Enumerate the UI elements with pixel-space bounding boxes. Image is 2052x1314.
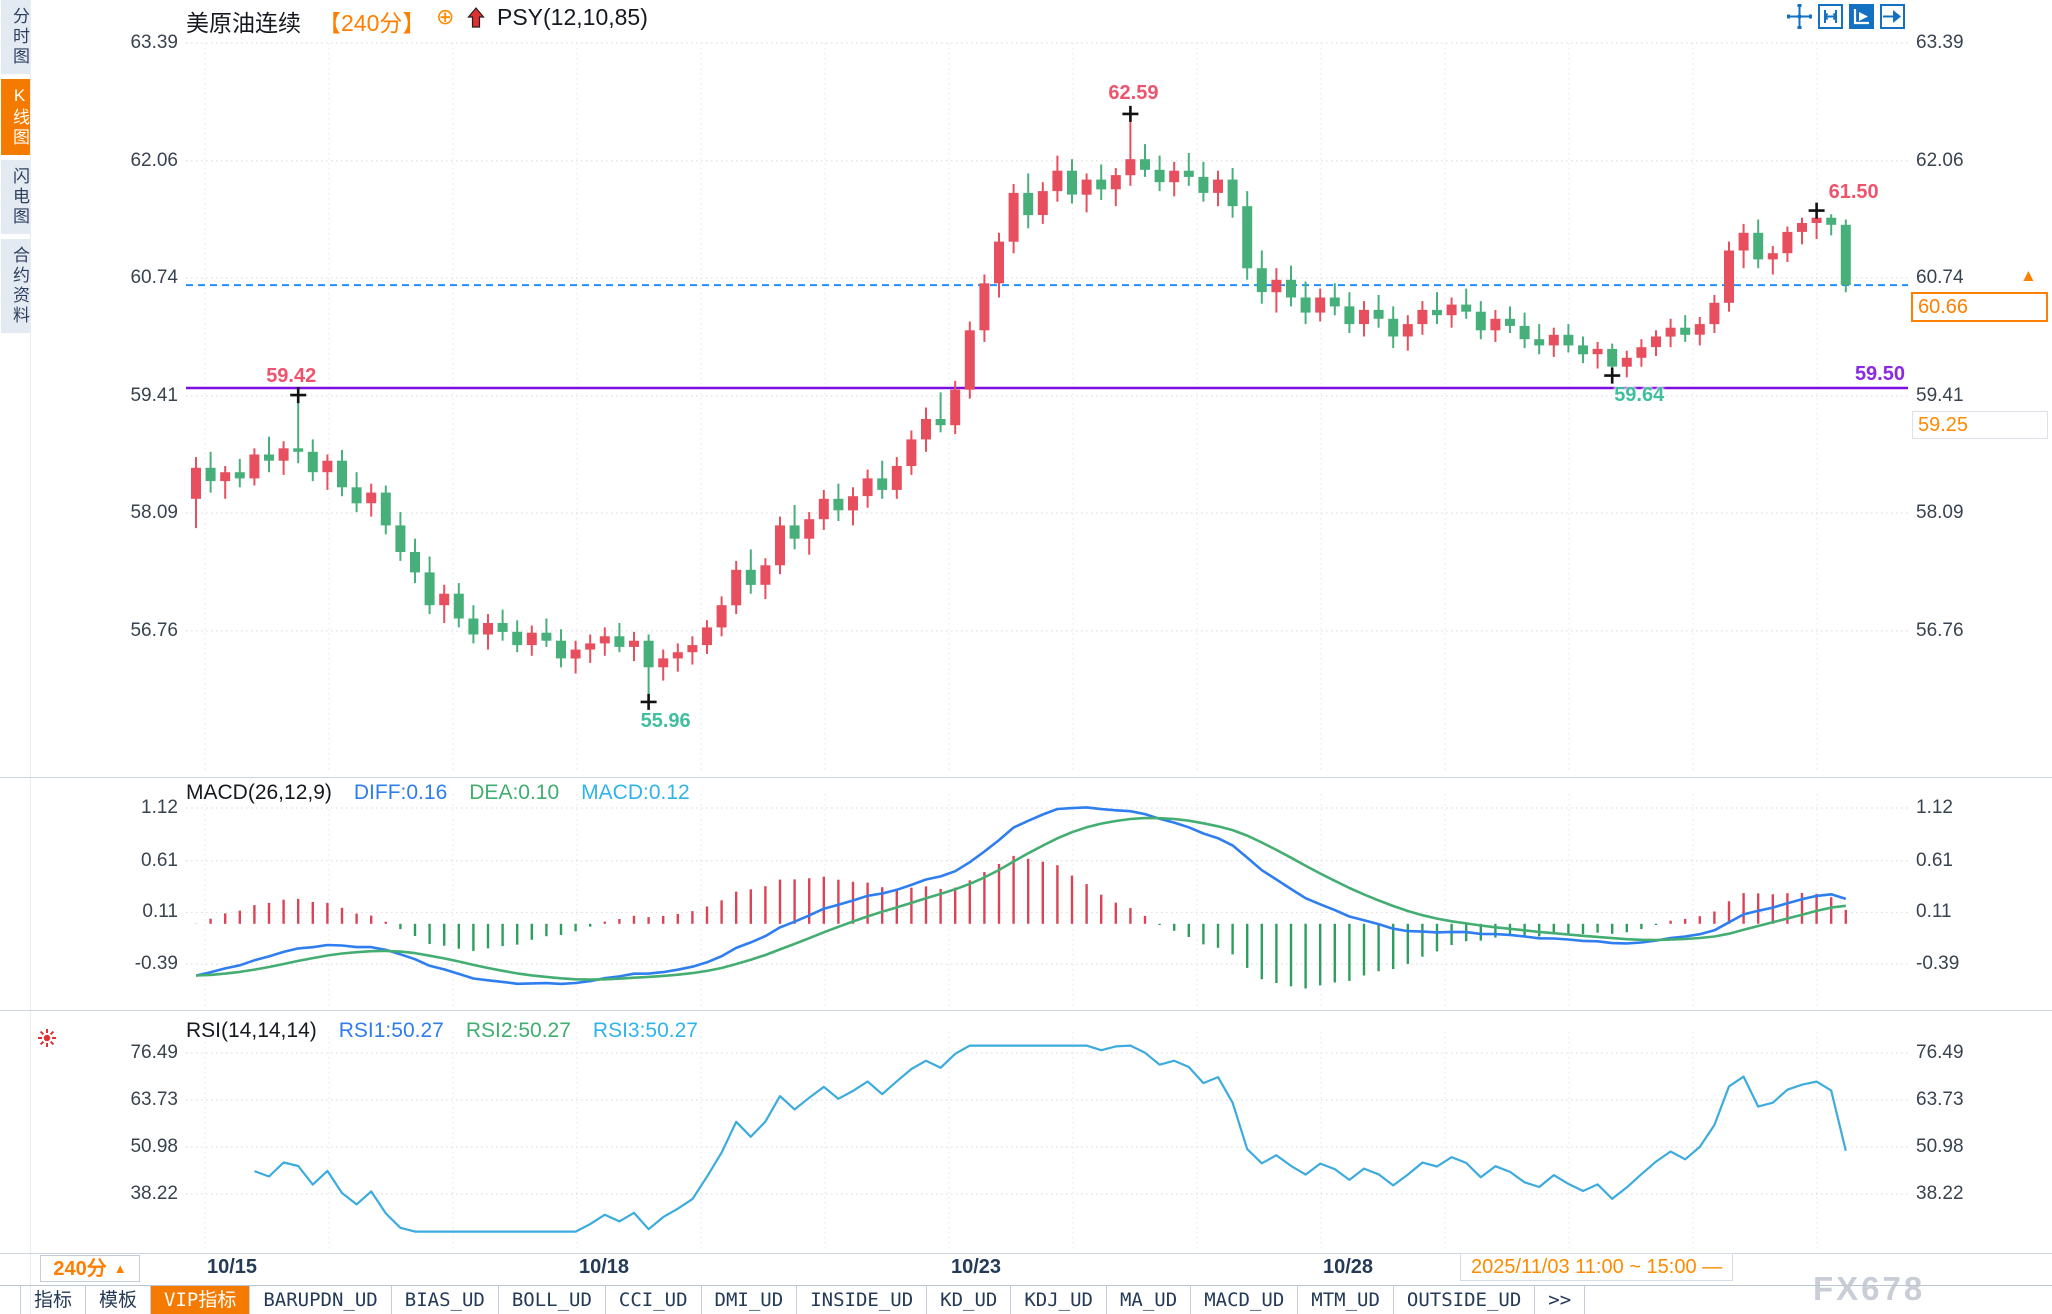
bottom-tab-6[interactable]: BOLL_UD xyxy=(499,1286,606,1314)
period-selector-label: 240分 xyxy=(53,1258,107,1280)
rsi-axis-label-left: 50.98 xyxy=(130,1135,178,1157)
price-axis-label-left: 63.39 xyxy=(130,32,178,53)
pane-divider xyxy=(0,1010,2052,1011)
macd-axis-label-left: -0.39 xyxy=(134,953,178,975)
rsi-title: RSI(14,14,14) xyxy=(186,1019,317,1042)
macd-axis-label-right: 1.12 xyxy=(1916,797,1953,818)
axis-measure-icon[interactable] xyxy=(1817,3,1844,30)
add-indicator-icon[interactable]: ⊕ xyxy=(436,4,455,29)
date-label: 10/15 xyxy=(207,1256,258,1278)
price-axis-label-right: 58.09 xyxy=(1916,502,1964,523)
date-label: 10/28 xyxy=(1323,1256,1374,1278)
auto-scroll-icon[interactable] xyxy=(1848,3,1875,30)
indicator-tabbar: 指标 模板 VIP指标 BARUPDN_UD BIAS_UD BOLL_UD CCI_UD D… xyxy=(0,1285,2052,1314)
crosshair-icon[interactable] xyxy=(1786,3,1813,30)
session-time-label: 2025/11/03 11:00 ~ 15:00 — xyxy=(1460,1253,1734,1281)
symbol-title[interactable]: 美原油连续 xyxy=(186,10,301,36)
bottom-tab-7[interactable]: CCI_UD xyxy=(606,1286,702,1314)
bottom-tab-14[interactable]: MTM_UD xyxy=(1298,1286,1394,1314)
rsi-axis-label-right: 76.49 xyxy=(1916,1042,1964,1063)
sidebar-tab-1[interactable]: 分时图 xyxy=(1,0,30,74)
date-label: 10/23 xyxy=(951,1256,1002,1278)
price-up-arrow-icon: ▲ xyxy=(2020,266,2037,285)
price-marker-label: 59.64 xyxy=(1614,383,1665,406)
bottom-tab-8[interactable]: DMI_UD xyxy=(702,1286,798,1314)
macd-title: MACD(26,12,9) xyxy=(186,781,332,804)
price-marker-label: 62.59 xyxy=(1108,81,1159,104)
pane-divider xyxy=(0,1253,2052,1254)
rsi-axis-label-right: 50.98 xyxy=(1916,1135,1964,1157)
macd-axis-label-right: -0.39 xyxy=(1916,953,1960,975)
sidebar: 分时图 K线图闪电图合约资料 xyxy=(0,0,31,1314)
macd-axis-label-left: 1.12 xyxy=(141,797,178,818)
price-axis-label-left: 59.41 xyxy=(130,384,178,406)
macd-diff-value: DIFF:0.16 xyxy=(353,781,448,804)
signal-arrow-icon xyxy=(467,7,485,28)
rsi-axis-label-right: 63.73 xyxy=(1916,1089,1964,1110)
period-tag[interactable]: 【240分】 xyxy=(318,10,426,36)
bottom-tab-3[interactable]: VIP指标 xyxy=(151,1286,251,1314)
macd-axis-label-right: 0.11 xyxy=(1916,901,1952,923)
indicator-title[interactable]: PSY(12,10,85) xyxy=(497,4,648,30)
price-axis-label-right: 60.74 xyxy=(1916,267,1964,288)
price-axis-label-right: 56.76 xyxy=(1916,619,1964,641)
price-marker-label: 59.42 xyxy=(266,365,317,388)
bottom-tab-12[interactable]: MA_UD xyxy=(1107,1286,1192,1314)
price-axis-label-left: 56.76 xyxy=(130,619,178,641)
macd-dea-value: DEA:0.10 xyxy=(469,781,560,804)
pan-right-icon[interactable] xyxy=(1879,3,1906,30)
bottom-tab-15[interactable]: OUTSIDE_UD xyxy=(1394,1286,1536,1314)
price-axis-label-right: 59.41 xyxy=(1916,384,1964,406)
reference-price-box: 59.25 xyxy=(1912,411,2048,439)
price-axis-label-right: 63.39 xyxy=(1916,32,1964,53)
bottom-tab-16[interactable]: >> xyxy=(1535,1286,1586,1314)
macd-value: MACD:0.12 xyxy=(581,781,690,804)
rsi-axis-label-left: 38.22 xyxy=(130,1182,178,1204)
sidebar-tab-2[interactable]: K线图 xyxy=(1,79,30,155)
period-selector[interactable]: 240分 ▲ xyxy=(40,1255,140,1282)
macd-axis-label-left: 0.11 xyxy=(142,901,178,923)
macd-axis-label-right: 0.61 xyxy=(1916,849,1953,871)
bottom-tab-9[interactable]: INSIDE_UD xyxy=(797,1286,928,1314)
period-selector-arrow-icon: ▲ xyxy=(113,1261,127,1276)
bottom-tab-2[interactable]: 模板 xyxy=(86,1286,152,1314)
sidebar-divider xyxy=(30,0,31,1314)
macd-header: MACD(26,12,9) DIFF:0.16 DEA:0.10 MACD:0.12 xyxy=(186,781,712,805)
rsi-axis-label-left: 76.49 xyxy=(130,1042,178,1063)
indicator-alert-icon[interactable] xyxy=(34,1026,60,1052)
price-marker-label: 55.96 xyxy=(640,709,691,732)
bottom-tab-5[interactable]: BIAS_UD xyxy=(392,1286,499,1314)
rsi1-value: RSI1:50.27 xyxy=(338,1019,444,1042)
bottom-tab-4[interactable]: BARUPDN_UD xyxy=(250,1286,392,1314)
bottom-tab-11[interactable]: KDJ_UD xyxy=(1011,1286,1107,1314)
sidebar-tab-4[interactable]: 合约资料 xyxy=(1,239,30,333)
rsi2-value: RSI2:50.27 xyxy=(465,1019,571,1042)
bottom-tab-13[interactable]: MACD_UD xyxy=(1191,1286,1299,1314)
price-axis-label-left: 60.74 xyxy=(130,267,178,288)
price-axis-label-left: 62.06 xyxy=(130,149,178,171)
chart-toolbar xyxy=(1786,3,1906,30)
watermark: FX678 xyxy=(1813,1270,1926,1307)
bottom-tab-10[interactable]: KD_UD xyxy=(927,1286,1012,1314)
price-axis-label-right: 62.06 xyxy=(1916,149,1964,171)
trendline-price-label: 59.50 xyxy=(1854,363,1905,385)
macd-axis-label-left: 0.61 xyxy=(141,849,178,871)
pane-divider xyxy=(0,777,2052,778)
price-axis-label-left: 58.09 xyxy=(130,502,178,523)
rsi3-value: RSI3:50.27 xyxy=(592,1019,698,1042)
bottom-tab-1[interactable]: 指标 xyxy=(20,1286,87,1314)
rsi-axis-label-right: 38.22 xyxy=(1916,1182,1964,1204)
current-price-box: 60.66 xyxy=(1911,292,2048,322)
sidebar-tab-3[interactable]: 闪电图 xyxy=(1,160,30,234)
price-marker-label: 61.50 xyxy=(1828,180,1879,203)
rsi-axis-label-left: 63.73 xyxy=(130,1089,178,1110)
date-label: 10/18 xyxy=(579,1256,630,1278)
rsi-header: RSI(14,14,14) RSI1:50.27 RSI2:50.27 RSI3:50… xyxy=(186,1019,720,1043)
